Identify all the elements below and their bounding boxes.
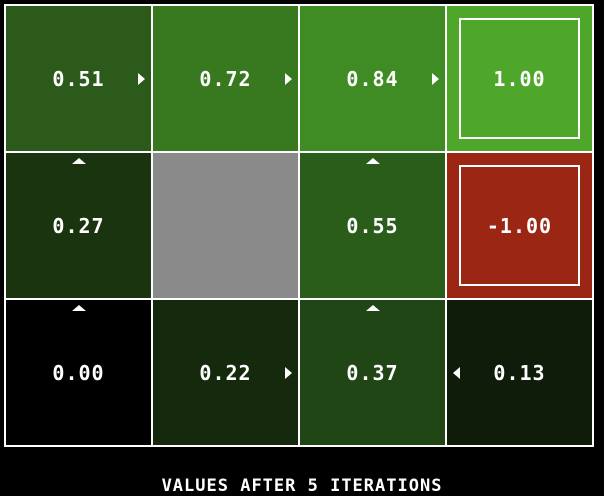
cell-value: 0.51 xyxy=(52,66,105,91)
policy-arrow-up-icon xyxy=(71,158,86,164)
terminal-marker xyxy=(459,18,580,139)
state-cell: 0.51 xyxy=(4,4,153,153)
state-cell: 0.00 xyxy=(4,298,153,447)
policy-arrow-right-icon xyxy=(138,72,145,85)
terminal-cell: 1.00 xyxy=(445,4,594,153)
policy-arrow-up-icon xyxy=(365,305,380,311)
terminal-cell: -1.00 xyxy=(445,151,594,300)
cell-value: 0.37 xyxy=(346,360,399,385)
cell-value: -1.00 xyxy=(486,213,553,238)
gridworld-board: 0.51 0.72 0.84 1.00 0.27 0.55 -1.00 0.00 0.22 0.3… xyxy=(4,4,594,447)
cell-value: 0.13 xyxy=(493,360,546,385)
state-cell: 0.84 xyxy=(298,4,447,153)
cell-value: 0.00 xyxy=(52,360,105,385)
cell-value: 0.72 xyxy=(199,66,252,91)
policy-arrow-right-icon xyxy=(285,72,292,85)
state-cell: 0.27 xyxy=(4,151,153,300)
state-cell: 0.22 xyxy=(151,298,300,447)
state-cell: 0.55 xyxy=(298,151,447,300)
cell-value: 0.84 xyxy=(346,66,399,91)
state-cell: 0.37 xyxy=(298,298,447,447)
policy-arrow-left-icon xyxy=(453,366,460,379)
iteration-caption: VALUES AFTER 5 ITERATIONS xyxy=(161,476,443,496)
policy-arrow-up-icon xyxy=(71,305,86,311)
cell-value: 1.00 xyxy=(493,66,546,91)
cell-value: 0.55 xyxy=(346,213,399,238)
cell-value: 0.22 xyxy=(199,360,252,385)
policy-arrow-right-icon xyxy=(432,72,439,85)
policy-arrow-right-icon xyxy=(285,366,292,379)
state-cell: 0.13 xyxy=(445,298,594,447)
policy-arrow-up-icon xyxy=(365,158,380,164)
state-cell: 0.72 xyxy=(151,4,300,153)
wall-cell xyxy=(151,151,300,300)
terminal-marker xyxy=(459,165,580,286)
cell-value: 0.27 xyxy=(52,213,105,238)
